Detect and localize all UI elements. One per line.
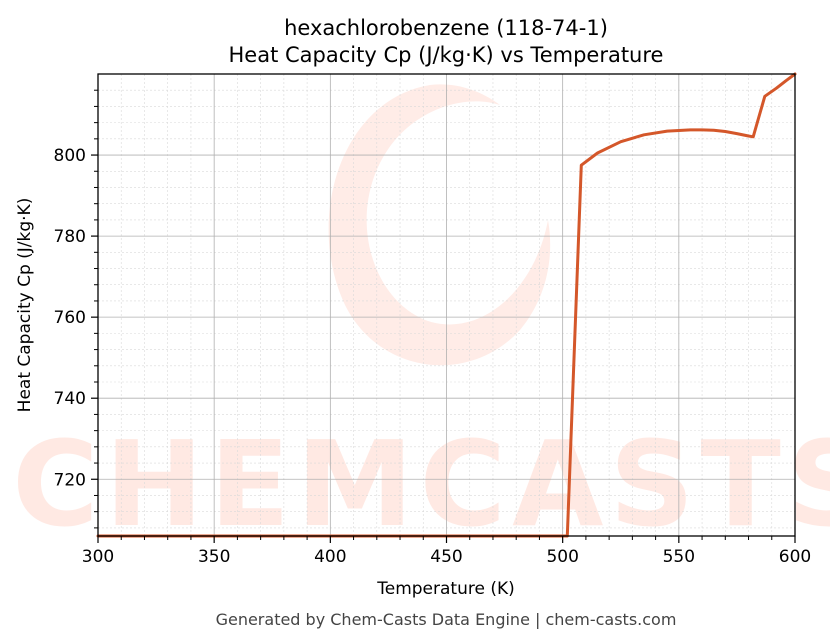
- y-tick-label: 720: [54, 470, 86, 490]
- watermark: CHEMCASTS: [12, 84, 830, 553]
- chart-title-line1: hexachlorobenzene (118-74-1): [284, 16, 608, 40]
- x-tick-label: 300: [82, 547, 114, 567]
- x-tick-label: 400: [314, 547, 346, 567]
- x-tick-label: 550: [663, 547, 695, 567]
- y-tick-label: 740: [54, 389, 86, 409]
- axis-ticks: 300 350 400 450 500 550 600 720 740 760 780 800: [54, 89, 811, 567]
- y-tick-label: 780: [54, 227, 86, 247]
- watermark-logo-arc: [328, 84, 551, 366]
- footer-credit: Generated by Chem-Casts Data Engine | ch…: [216, 610, 677, 629]
- y-tick-label: 800: [54, 146, 86, 166]
- y-axis-label: Heat Capacity Cp (J/kg·K): [15, 198, 35, 413]
- x-axis-label: Temperature (K): [376, 579, 515, 599]
- x-tick-label: 450: [430, 547, 462, 567]
- y-tick-label: 760: [54, 308, 86, 328]
- chart-title-line2: Heat Capacity Cp (J/kg·K) vs Temperature: [229, 43, 664, 67]
- x-tick-label: 500: [546, 547, 578, 567]
- watermark-text: CHEMCASTS: [12, 415, 830, 553]
- x-tick-label: 350: [198, 547, 230, 567]
- x-tick-label: 600: [779, 547, 811, 567]
